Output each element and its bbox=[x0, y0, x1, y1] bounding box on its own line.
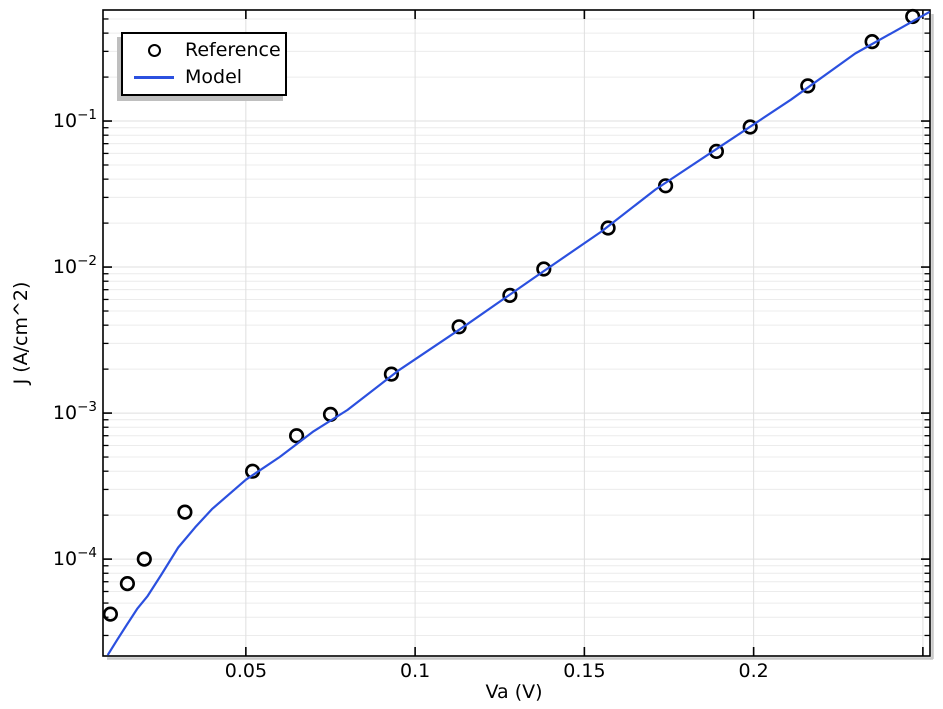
y-tick-label: 10−1 bbox=[53, 107, 97, 132]
x-axis-title: Va (V) bbox=[485, 681, 543, 703]
plot-frame bbox=[102, 9, 934, 660]
reference-point bbox=[905, 8, 921, 25]
open-circle-marker-icon bbox=[147, 44, 161, 57]
legend-label-model: Model bbox=[185, 66, 243, 88]
x-tick-label: 0.2 bbox=[738, 660, 768, 682]
major-gridlines bbox=[103, 10, 930, 656]
legend: Reference Model bbox=[121, 32, 287, 96]
reference-point bbox=[383, 366, 400, 382]
reference-point bbox=[136, 551, 152, 567]
reference-point bbox=[102, 606, 118, 622]
y-axis-title: J (A/cm^2) bbox=[10, 281, 32, 385]
minor-gridlines bbox=[103, 18, 930, 636]
reference-marker-cell bbox=[123, 44, 185, 57]
reference-point bbox=[289, 428, 305, 444]
x-tick-label: 0.15 bbox=[563, 660, 605, 682]
model-line bbox=[106, 10, 931, 656]
reference-point bbox=[600, 220, 616, 236]
reference-point bbox=[502, 287, 518, 304]
reference-point bbox=[708, 143, 725, 159]
x-tick-label: 0.05 bbox=[225, 660, 267, 682]
model-marker-cell bbox=[123, 76, 185, 79]
reference-point bbox=[119, 575, 135, 592]
legend-item-reference: Reference bbox=[123, 37, 285, 64]
y-tick-label: 10−3 bbox=[53, 399, 97, 424]
reference-point bbox=[536, 261, 552, 277]
x-tick-label: 0.1 bbox=[400, 660, 430, 682]
legend-label-reference: Reference bbox=[185, 39, 281, 61]
y-tick-label: 10−4 bbox=[53, 545, 97, 570]
y-tick-label: 10−2 bbox=[53, 253, 97, 278]
reference-points bbox=[102, 8, 921, 622]
line-marker-icon bbox=[134, 76, 174, 79]
x-tick-labels: 0.05 0.1 0.15 0.2 bbox=[225, 660, 769, 682]
reference-point bbox=[800, 78, 816, 94]
legend-item-model: Model bbox=[123, 64, 285, 91]
reference-point bbox=[177, 504, 193, 520]
y-tick-labels: 10−1 10−2 10−3 10−4 bbox=[53, 107, 97, 570]
axis-ticks bbox=[103, 10, 930, 656]
reference-point bbox=[742, 119, 758, 135]
